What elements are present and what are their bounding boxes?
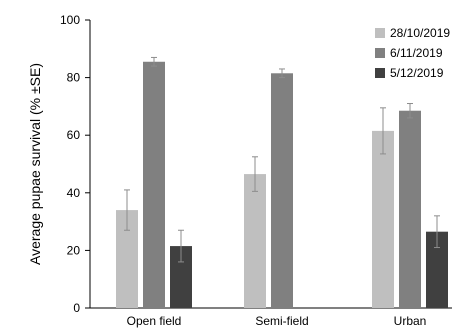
bar bbox=[372, 131, 394, 308]
y-tick-label: 40 bbox=[67, 186, 81, 200]
y-tick-label: 80 bbox=[67, 71, 81, 85]
x-tick-label: Semi-field bbox=[255, 314, 308, 328]
legend-label: 6/11/2019 bbox=[390, 46, 443, 60]
x-axis: Open field Semi-field Urban bbox=[90, 308, 452, 328]
bar bbox=[271, 73, 293, 308]
bars bbox=[116, 57, 448, 308]
y-tick-label: 20 bbox=[67, 243, 81, 257]
y-tick-label: 100 bbox=[60, 13, 80, 27]
y-axis: 0 20 40 60 80 100 bbox=[60, 13, 90, 315]
bar bbox=[244, 174, 266, 308]
bar bbox=[143, 62, 165, 308]
x-tick-label: Open field bbox=[127, 314, 182, 328]
bar bbox=[399, 111, 421, 308]
y-axis-title: Average pupae survival (% ±SE) bbox=[27, 63, 43, 265]
legend-label: 5/12/2019 bbox=[390, 66, 444, 80]
legend-swatch bbox=[375, 48, 385, 58]
y-tick-label: 60 bbox=[67, 128, 81, 142]
y-tick-label: 0 bbox=[73, 301, 80, 315]
legend-swatch bbox=[375, 28, 385, 38]
legend-label: 28/10/2019 bbox=[390, 26, 450, 40]
x-tick-label: Urban bbox=[394, 314, 427, 328]
legend-swatch bbox=[375, 68, 385, 78]
legend: 28/10/2019 6/11/2019 5/12/2019 bbox=[375, 26, 450, 80]
